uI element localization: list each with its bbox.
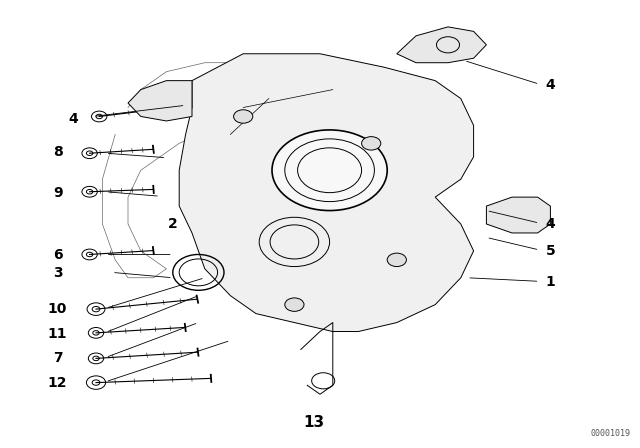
Text: 1: 1 (545, 275, 556, 289)
Text: 4: 4 (68, 112, 79, 126)
Text: 5: 5 (545, 244, 556, 258)
Text: 12: 12 (48, 376, 67, 390)
Text: 11: 11 (48, 327, 67, 341)
Text: 4: 4 (545, 217, 556, 231)
Polygon shape (397, 27, 486, 63)
Circle shape (362, 137, 381, 150)
Text: 00001019: 00001019 (590, 429, 630, 438)
Circle shape (234, 110, 253, 123)
Circle shape (387, 253, 406, 267)
Text: 6: 6 (52, 248, 63, 263)
Polygon shape (128, 81, 192, 121)
Circle shape (259, 217, 330, 267)
Polygon shape (179, 54, 474, 332)
Text: 13: 13 (303, 414, 324, 430)
Text: 3: 3 (52, 266, 63, 280)
Polygon shape (486, 197, 550, 233)
Circle shape (285, 298, 304, 311)
Text: 2: 2 (168, 217, 178, 231)
Text: 10: 10 (48, 302, 67, 316)
Circle shape (272, 130, 387, 211)
Text: 4: 4 (545, 78, 556, 92)
Text: 7: 7 (52, 351, 63, 366)
Text: 8: 8 (52, 145, 63, 159)
Text: 9: 9 (52, 185, 63, 200)
